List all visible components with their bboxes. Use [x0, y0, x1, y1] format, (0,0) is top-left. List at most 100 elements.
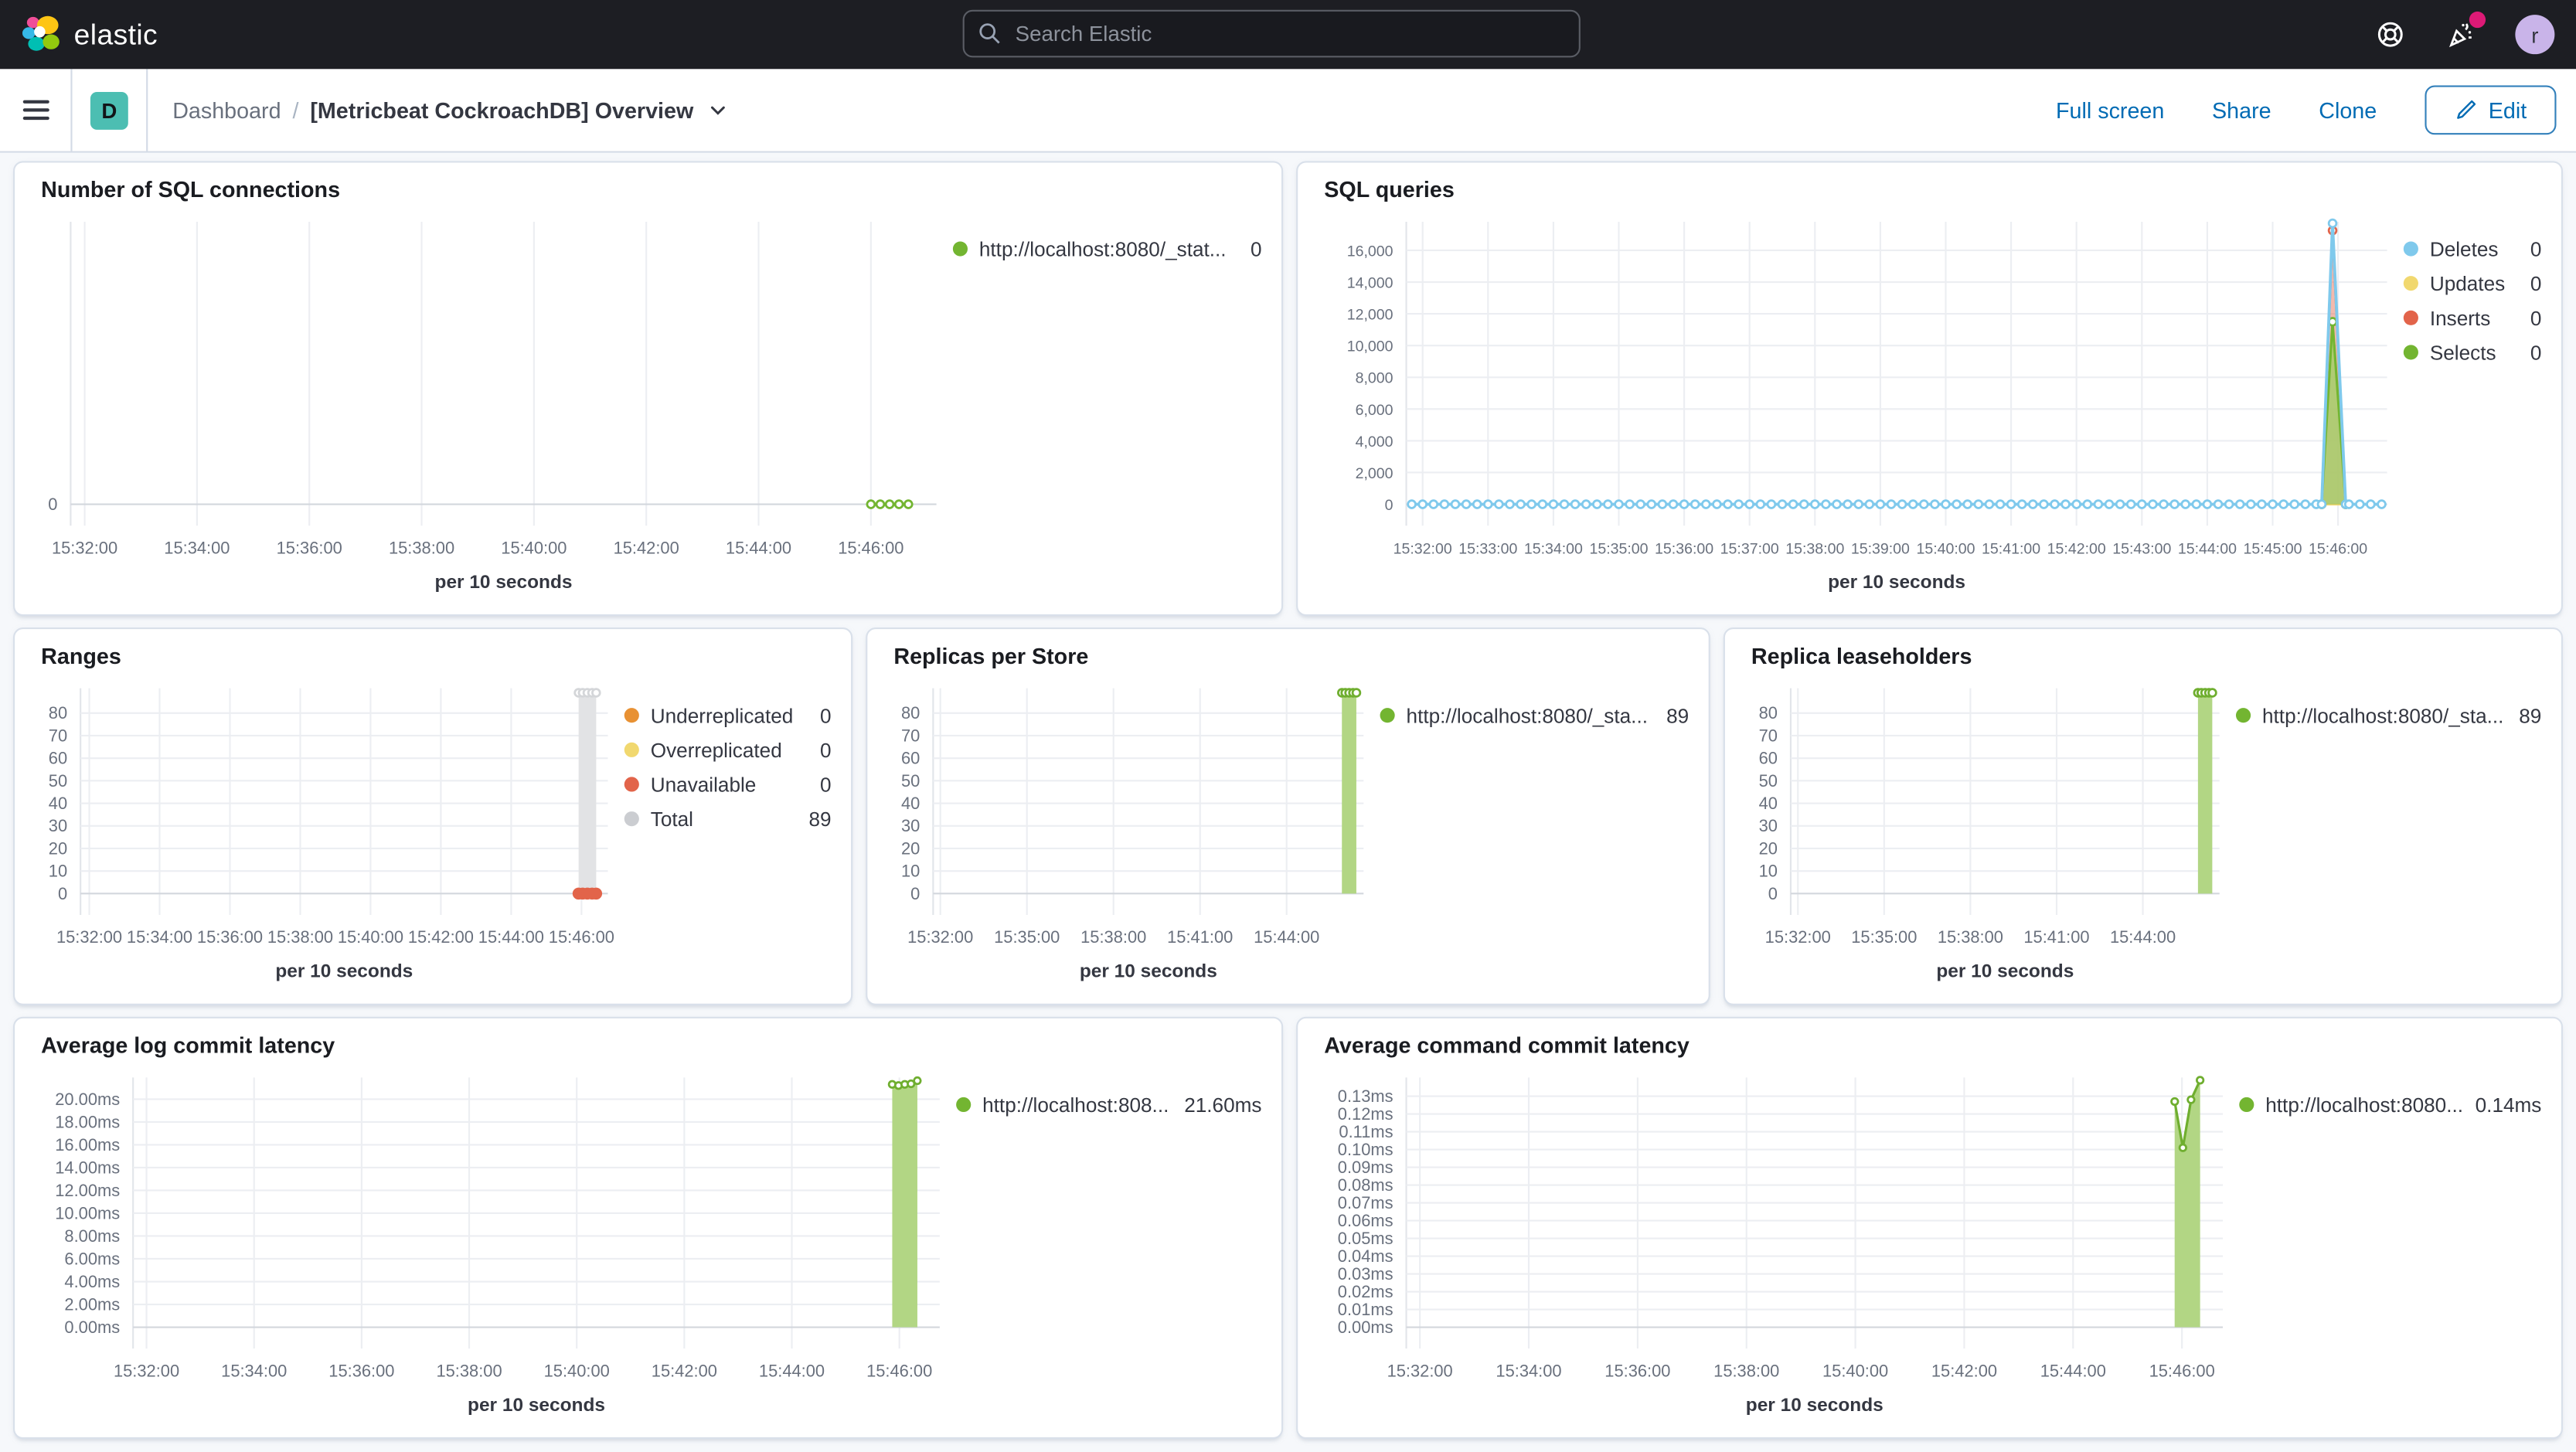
svg-text:15:46:00: 15:46:00	[549, 927, 614, 947]
panel-ranges: Ranges 0 10 20 30 40 50 60 70 80 15:32:00 15:34:00…	[13, 627, 853, 1005]
chart-legend: Deletes 0 Updates 0 Inserts 0 Selects 0	[2403, 206, 2548, 605]
legend-item[interactable]: http://localhost:8080/_sta... 89	[1380, 703, 1690, 727]
legend-item[interactable]: Overreplicated 0	[624, 738, 832, 762]
legend-item[interactable]: Inserts 0	[2403, 306, 2542, 330]
svg-text:per 10 seconds: per 10 seconds	[1080, 961, 1217, 982]
legend-value: 89	[1666, 703, 1690, 727]
legend-item[interactable]: http://localhost:8080/_sta... 89	[2235, 704, 2541, 727]
svg-text:15:46:00: 15:46:00	[838, 538, 903, 557]
svg-text:15:36:00: 15:36:00	[277, 538, 342, 557]
svg-text:per 10 seconds: per 10 seconds	[435, 572, 573, 593]
svg-text:40: 40	[901, 794, 920, 813]
svg-text:15:42:00: 15:42:00	[652, 1361, 717, 1380]
svg-text:4.00ms: 4.00ms	[64, 1272, 120, 1291]
search-input[interactable]	[962, 9, 1581, 58]
full-screen-button[interactable]: Full screen	[2056, 97, 2165, 123]
svg-text:0: 0	[1385, 497, 1393, 514]
svg-text:15:46:00: 15:46:00	[2309, 540, 2367, 557]
chart-plot-area[interactable]: 0 10 20 30 40 50 60 70 80 15:32:00 15:35:00 15:38:0…	[1738, 672, 2236, 994]
legend-marker-icon	[624, 777, 639, 792]
legend-value: 0	[2530, 271, 2542, 295]
legend-value: 0	[820, 738, 832, 762]
legend-item[interactable]: Unavailable 0	[624, 773, 832, 796]
breadcrumb-dashboard-link[interactable]: Dashboard	[172, 97, 281, 123]
user-avatar[interactable]: r	[2515, 15, 2555, 55]
svg-text:8.00ms: 8.00ms	[64, 1226, 120, 1246]
legend-value: 0	[2530, 237, 2542, 260]
chart-legend: http://localhost:8080/_stat... 0	[952, 206, 1268, 605]
chart-plot-area[interactable]: 0.00ms 2.00ms 4.00ms 6.00ms 8.00ms 10.00ms 12.…	[28, 1061, 956, 1427]
breadcrumb-separator: /	[292, 97, 299, 123]
svg-text:6,000: 6,000	[1356, 402, 1393, 419]
svg-text:15:36:00: 15:36:00	[328, 1361, 394, 1380]
svg-text:70: 70	[1759, 726, 1778, 745]
svg-text:15:39:00: 15:39:00	[1851, 540, 1910, 557]
legend-item[interactable]: Updates 0	[2403, 271, 2542, 295]
legend-label: Unavailable	[650, 773, 757, 796]
title-menu-toggle[interactable]	[708, 100, 728, 121]
svg-text:15:42:00: 15:42:00	[614, 538, 679, 557]
svg-text:80: 80	[1759, 703, 1778, 723]
panel-title: Ranges	[41, 644, 121, 669]
svg-text:15:34:00: 15:34:00	[221, 1361, 287, 1380]
legend-item[interactable]: Selects 0	[2403, 341, 2541, 364]
chart-legend: http://localhost:8080/_sta... 89	[2235, 672, 2548, 994]
chart-plot-area[interactable]: 0 10 20 30 40 50 60 70 80 15:32:00 15:34:00 15:36:0…	[28, 672, 624, 994]
chart-plot-area[interactable]: 0 2,000 4,000 6,000 8,000 10,000 12,000 14,000 1…	[1311, 206, 2404, 605]
share-button[interactable]: Share	[2212, 97, 2271, 123]
help-button[interactable]	[2374, 18, 2408, 51]
legend-item[interactable]: Underreplicated 0	[624, 704, 832, 727]
elastic-logo[interactable]: elastic	[0, 13, 158, 56]
svg-text:60: 60	[901, 749, 920, 768]
svg-text:15:33:00: 15:33:00	[1458, 540, 1517, 557]
legend-label: Overreplicated	[650, 738, 782, 762]
legend-value: 0	[2530, 306, 2542, 330]
svg-text:15:44:00: 15:44:00	[2178, 540, 2237, 557]
svg-text:15:38:00: 15:38:00	[1080, 927, 1146, 947]
chevron-down-icon	[711, 106, 726, 115]
svg-text:15:41:00: 15:41:00	[2023, 927, 2089, 947]
nav-bar: D Dashboard / [Metricbeat CockroachDB] O…	[0, 69, 2576, 153]
chart-plot-area[interactable]: 0 10 20 30 40 50 60 70 80 15:32:00 15:35:00 15:38:0…	[880, 672, 1380, 994]
svg-text:8,000: 8,000	[1356, 370, 1393, 387]
legend-value: 0	[820, 773, 832, 796]
legend-label: Deletes	[2429, 237, 2499, 260]
legend-item[interactable]: http://localhost:8080... 0.14ms	[2239, 1093, 2541, 1116]
svg-text:15:32:00: 15:32:00	[907, 927, 973, 947]
svg-text:50: 50	[901, 771, 920, 791]
svg-text:20.00ms: 20.00ms	[55, 1090, 120, 1109]
legend-item[interactable]: Deletes 0	[2403, 237, 2542, 260]
svg-text:14,000: 14,000	[1347, 274, 1393, 291]
svg-text:15:41:00: 15:41:00	[1167, 927, 1233, 947]
legend-marker-icon	[956, 1097, 972, 1113]
svg-text:15:35:00: 15:35:00	[1589, 540, 1648, 557]
legend-label: Total	[650, 807, 693, 831]
menu-button[interactable]	[0, 69, 73, 151]
panel-title: Average command commit latency	[1324, 1033, 1690, 1058]
dashboard-app-badge-cell: D	[73, 69, 148, 151]
clone-button[interactable]: Clone	[2319, 97, 2377, 123]
legend-item[interactable]: http://localhost:808... 21.60ms	[956, 1093, 1262, 1117]
legend-marker-icon	[624, 742, 639, 757]
header-actions: r	[2374, 0, 2555, 69]
svg-text:15:40:00: 15:40:00	[544, 1361, 610, 1380]
svg-text:15:45:00: 15:45:00	[2243, 540, 2302, 557]
svg-text:15:40:00: 15:40:00	[1822, 1361, 1888, 1380]
svg-text:15:37:00: 15:37:00	[1720, 540, 1779, 557]
chart-plot-area[interactable]: 0 15:32:00 15:34:00 15:36:00 15:38:00 15:40:0…	[28, 206, 953, 605]
legend-item[interactable]: Total 89	[624, 807, 832, 831]
svg-text:60: 60	[1759, 749, 1778, 768]
svg-text:0.11ms: 0.11ms	[1339, 1122, 1393, 1141]
svg-text:10.00ms: 10.00ms	[55, 1203, 120, 1222]
svg-text:15:36:00: 15:36:00	[197, 927, 263, 947]
dashboard-grid: Number of SQL connections 0 15:32:00 15:34…	[0, 152, 2576, 1452]
newsfeed-button[interactable]	[2445, 11, 2486, 51]
edit-button[interactable]: Edit	[2424, 85, 2557, 135]
breadcrumb: Dashboard / [Metricbeat CockroachDB] Ove…	[148, 69, 728, 151]
panel-title: Average log commit latency	[41, 1033, 335, 1058]
legend-value: 21.60ms	[1184, 1093, 1262, 1117]
svg-text:15:44:00: 15:44:00	[726, 538, 791, 557]
legend-item[interactable]: http://localhost:8080/_stat... 0	[952, 237, 1261, 260]
chart-plot-area[interactable]: 0.00ms 0.01ms 0.02ms 0.03ms 0.04ms 0.05ms 0.06…	[1311, 1061, 2239, 1427]
